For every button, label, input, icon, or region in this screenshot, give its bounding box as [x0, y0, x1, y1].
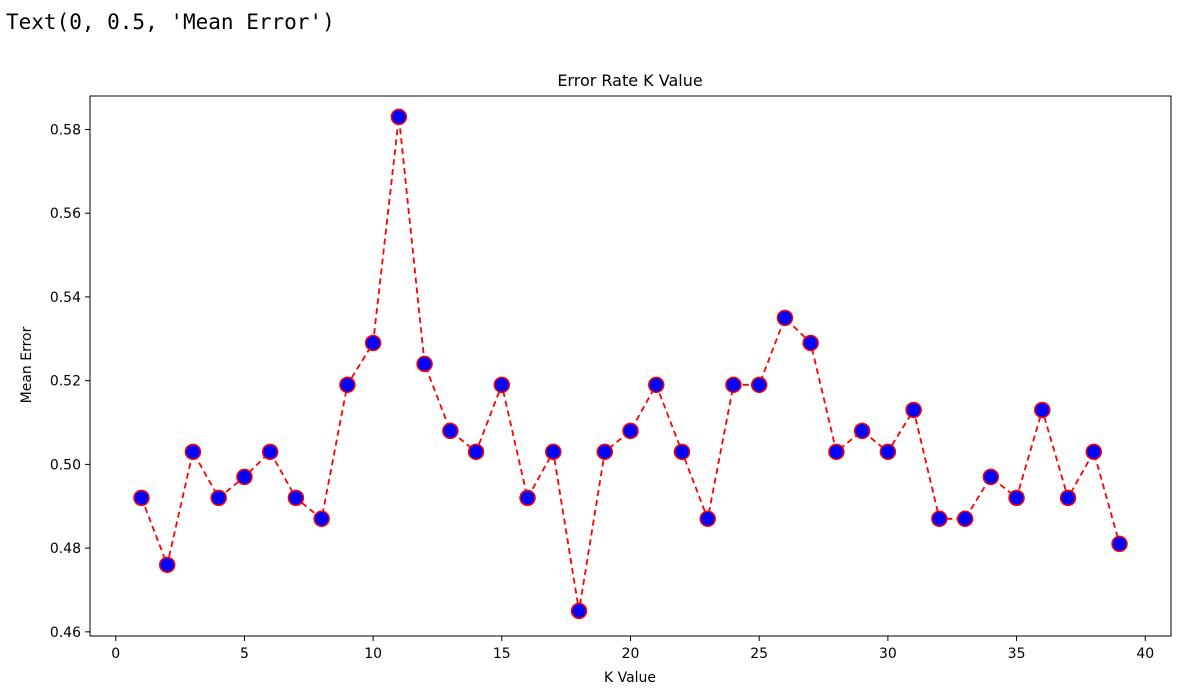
- data-point: [699, 510, 716, 528]
- data-point: [828, 443, 845, 461]
- data-point: [133, 489, 150, 507]
- y-tick-label: 0.54: [50, 290, 81, 306]
- data-point: [1059, 489, 1077, 507]
- data-point: [545, 443, 562, 461]
- x-tick-label: 20: [622, 646, 640, 662]
- data-point: [956, 510, 974, 528]
- data-point: [725, 376, 742, 394]
- x-tick-label: 30: [879, 646, 897, 662]
- data-point: [750, 376, 768, 394]
- data-point: [1034, 401, 1051, 419]
- y-tick-label: 0.48: [50, 541, 81, 557]
- data-point: [519, 489, 536, 507]
- data-point: [1111, 535, 1128, 553]
- data-point: [802, 334, 819, 352]
- y-axis-label: Mean Error: [19, 326, 35, 403]
- x-axis-ticks: 0 5 10 15 20 25 30 35 40: [111, 636, 1154, 662]
- x-tick-label: 25: [750, 646, 768, 662]
- x-tick-label: 10: [364, 646, 382, 662]
- data-point: [570, 602, 588, 620]
- y-tick-label: 0.50: [50, 457, 81, 473]
- series-line: [140, 116, 1121, 612]
- x-axis-label: K Value: [604, 670, 656, 686]
- data-point: [596, 443, 614, 461]
- data-point: [673, 443, 691, 461]
- y-axis-ticks: 0.46 0.48 0.50 0.52 0.54 0.56 0.58: [50, 122, 90, 641]
- y-tick-label: 0.46: [50, 625, 81, 641]
- x-tick-label: 40: [1136, 646, 1154, 662]
- data-point: [416, 355, 433, 373]
- y-tick-label: 0.52: [50, 374, 81, 390]
- output-text: Text(0, 0.5, 'Mean Error'): [6, 10, 335, 34]
- data-point: [210, 489, 227, 507]
- data-point: [982, 468, 1000, 486]
- data-point: [467, 443, 485, 461]
- x-tick-label: 0: [111, 646, 120, 662]
- y-tick-label: 0.58: [50, 122, 81, 138]
- data-point: [776, 309, 794, 327]
- data-point: [313, 510, 330, 528]
- data-point: [287, 489, 305, 507]
- data-point: [364, 334, 382, 352]
- data-point: [853, 422, 871, 440]
- x-tick-label: 5: [240, 646, 249, 662]
- data-point: [158, 556, 176, 574]
- data-point: [1008, 489, 1025, 507]
- data-point: [442, 422, 459, 440]
- series-markers: [133, 108, 1128, 620]
- data-point: [622, 422, 639, 440]
- data-point: [493, 376, 511, 394]
- data-point: [931, 510, 948, 528]
- data-point: [184, 443, 202, 461]
- data-point: [261, 443, 279, 461]
- series-line-path: [140, 116, 1121, 612]
- data-point: [905, 401, 922, 419]
- data-point: [390, 108, 408, 126]
- data-point: [339, 376, 356, 394]
- y-tick-label: 0.56: [50, 206, 81, 222]
- x-tick-label: 15: [493, 646, 511, 662]
- data-point: [236, 468, 253, 486]
- data-point: [647, 376, 665, 394]
- data-point: [1085, 443, 1103, 461]
- data-point: [879, 443, 897, 461]
- plot-frame: [89, 95, 1172, 637]
- x-tick-label: 35: [1008, 646, 1026, 662]
- chart-title: Error Rate K Value: [557, 71, 702, 90]
